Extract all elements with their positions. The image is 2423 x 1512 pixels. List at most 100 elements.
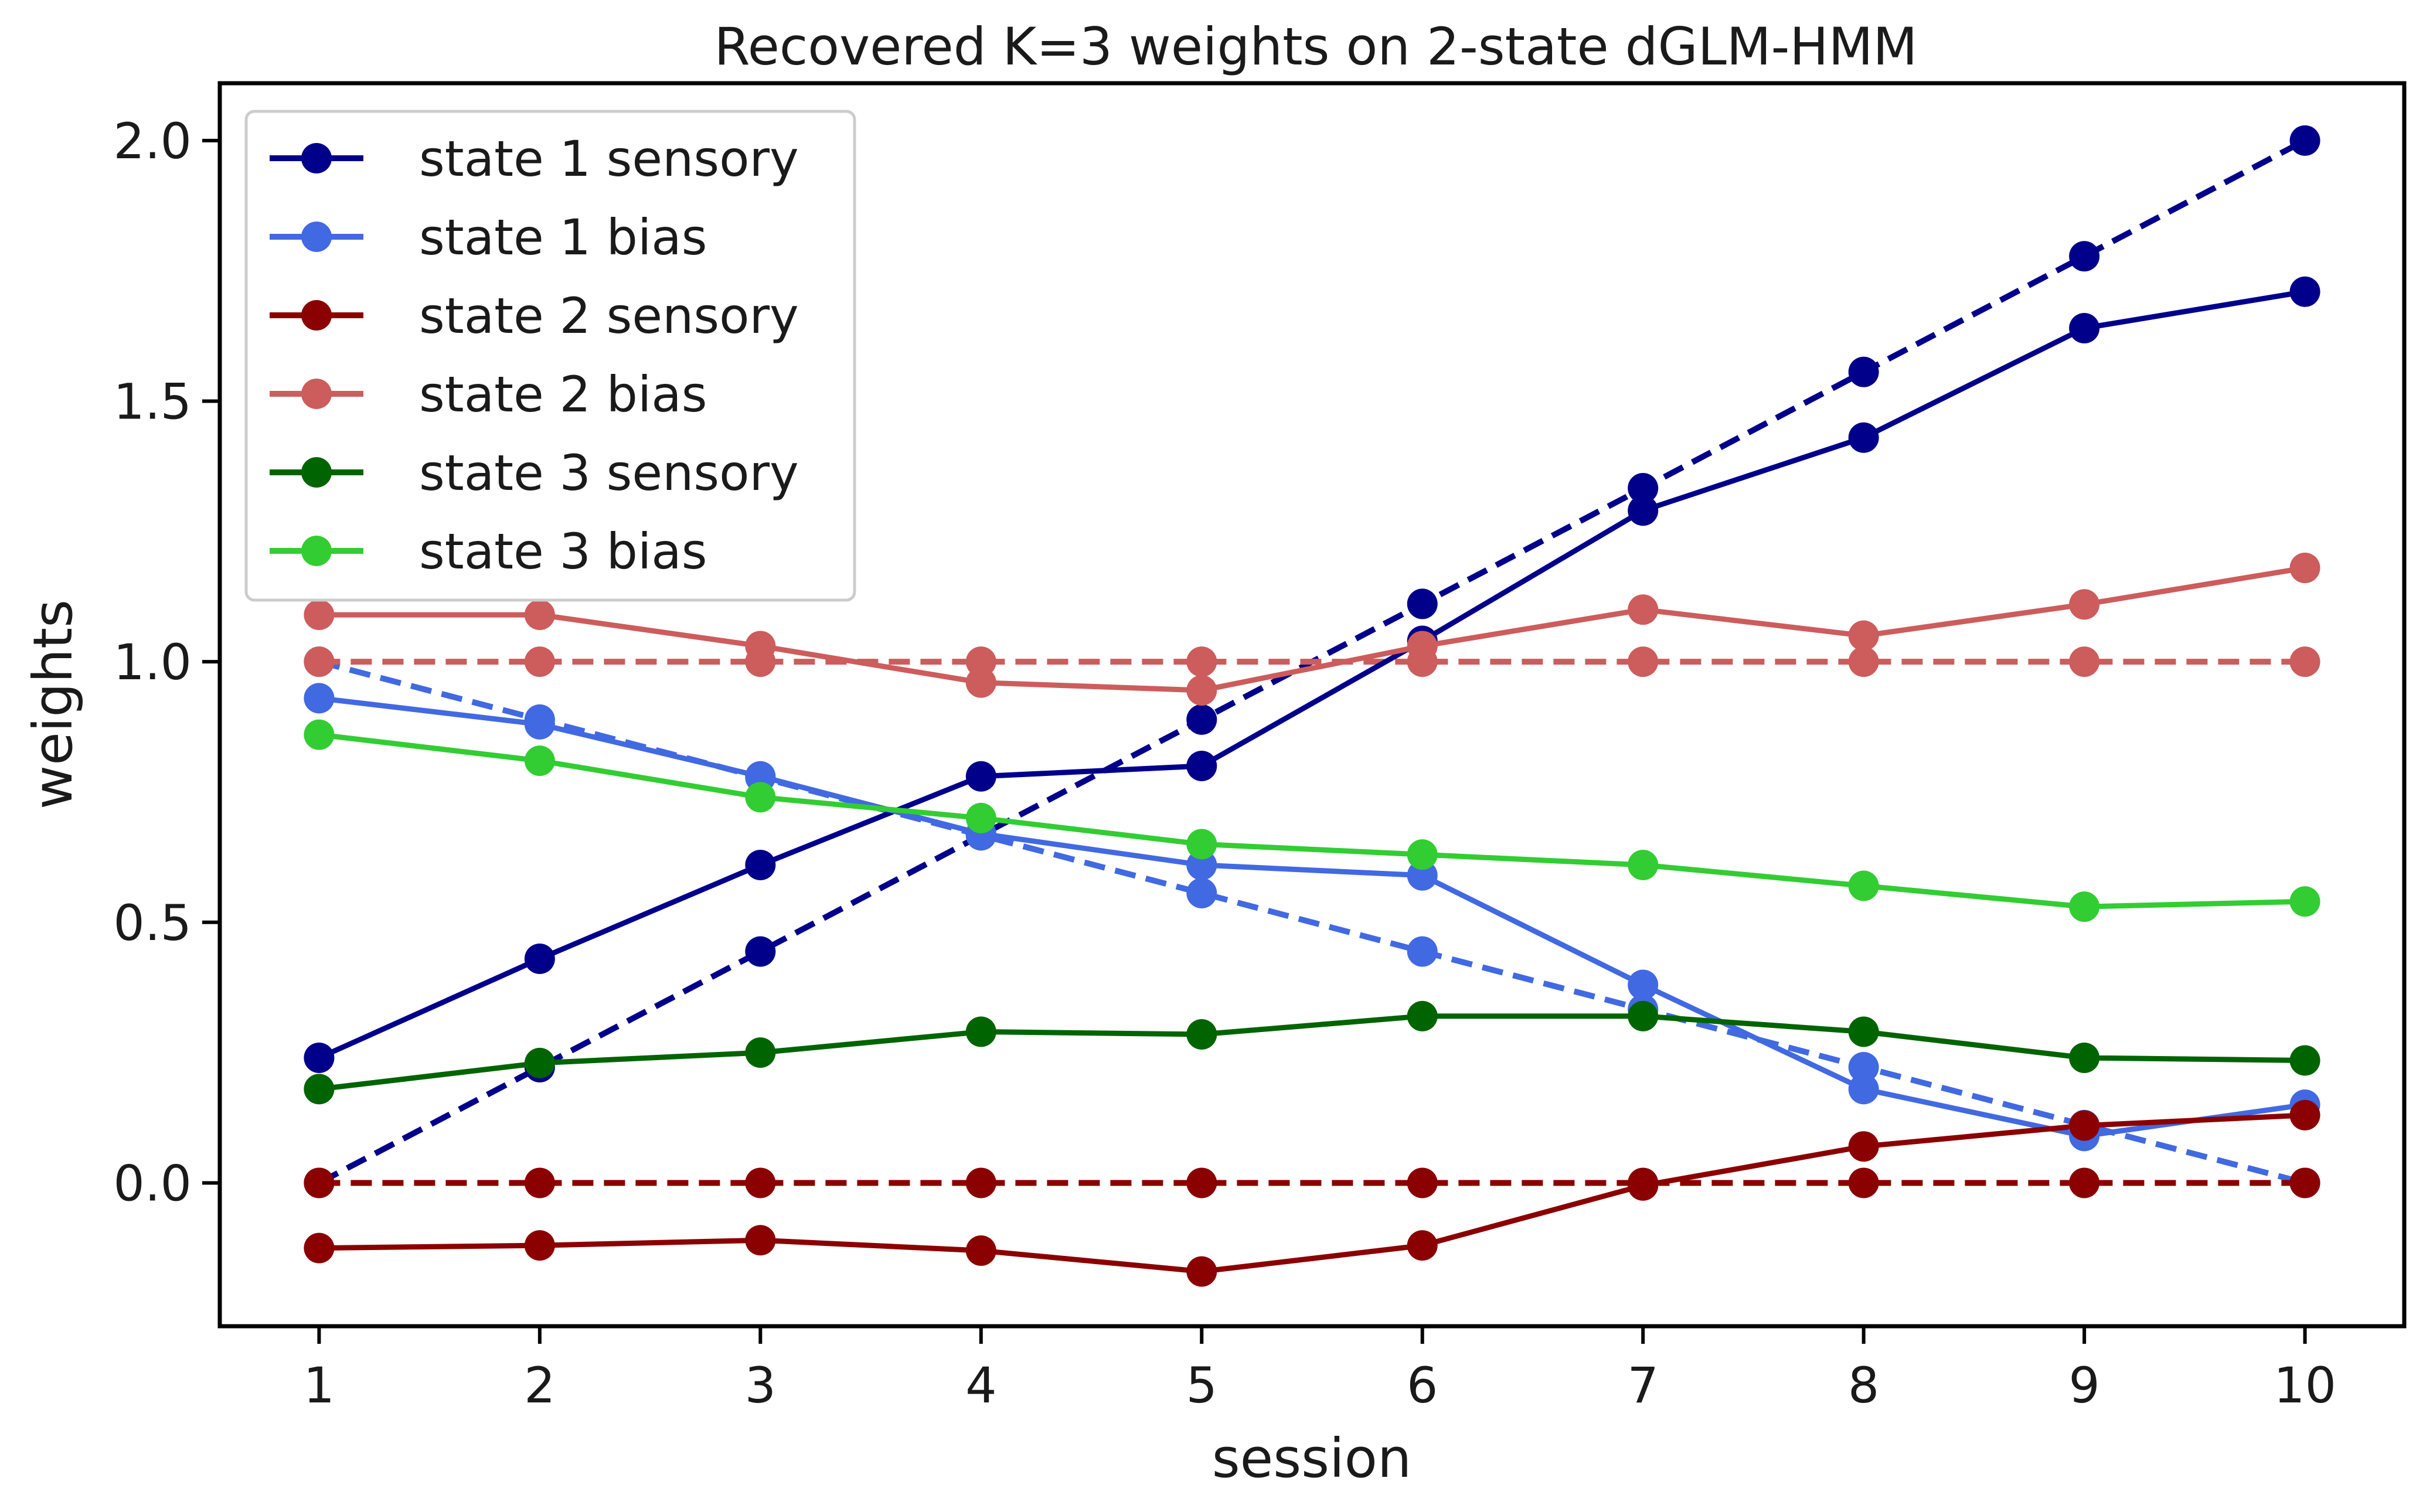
legend-item: state 2 sensory [270, 287, 799, 345]
data-point [1628, 646, 1659, 677]
data-point [1628, 969, 1659, 1000]
data-point [745, 1037, 776, 1068]
data-point [304, 600, 335, 631]
legend-item: state 3 sensory [270, 444, 799, 502]
series-line [319, 565, 2306, 693]
legend: state 1 sensory state 1 bias state 2 senso… [244, 110, 856, 602]
x-tick-label: 8 [1848, 1357, 1879, 1414]
data-point [524, 646, 555, 677]
series-state-2-sensory [304, 1099, 2320, 1287]
x-tick-label: 3 [745, 1357, 776, 1414]
data-point [1628, 594, 1659, 625]
data-point [1186, 877, 1217, 908]
data-point [1407, 936, 1438, 967]
data-point [745, 849, 776, 880]
data-point [745, 761, 776, 792]
legend-marker [301, 379, 332, 409]
data-point [965, 646, 996, 677]
data-point [965, 761, 996, 792]
data-point [1186, 646, 1217, 677]
series-state-1-sensory [304, 276, 2320, 1074]
data-point [304, 646, 335, 677]
series-state-3-bias [304, 719, 2320, 922]
data-point [2069, 1167, 2100, 1198]
data-point [2069, 891, 2100, 922]
data-point [1407, 860, 1438, 891]
data-point [1407, 1230, 1438, 1261]
x-tick-label: 5 [1186, 1357, 1217, 1414]
data-point [1186, 750, 1217, 781]
data-point [2289, 553, 2320, 584]
series-line [318, 1013, 2305, 1092]
data-point [2069, 646, 2100, 677]
data-point [1186, 829, 1217, 860]
data-point [2069, 1110, 2100, 1141]
legend-marker [301, 536, 332, 566]
data-point [965, 1235, 996, 1266]
data-point [1848, 1052, 1879, 1083]
legend-marker [301, 222, 332, 252]
x-tick-label: 2 [524, 1357, 555, 1414]
data-point [524, 944, 555, 975]
data-point [1628, 495, 1659, 526]
legend-item: state 1 bias [270, 209, 707, 266]
data-point [2289, 1167, 2320, 1198]
legend-label: state 1 bias [419, 209, 707, 266]
data-point [1848, 1016, 1879, 1047]
x-tick-label: 1 [304, 1357, 335, 1414]
series-line [318, 695, 2306, 1139]
plot-area [304, 125, 2320, 1287]
data-point [1628, 1000, 1659, 1031]
legend-marker [301, 457, 332, 488]
legend-marker [301, 143, 332, 173]
data-point [304, 1232, 335, 1264]
data-point [1848, 620, 1879, 651]
y-axis-label: weights [22, 600, 84, 809]
series-line [318, 659, 2306, 1186]
legend-label: state 3 sensory [419, 444, 799, 502]
series-state-1-bias [304, 683, 2320, 1152]
data-point [524, 745, 555, 777]
legend-item: state 2 bias [270, 366, 707, 423]
data-point [1407, 588, 1438, 619]
data-point [965, 1016, 996, 1047]
data-point [965, 667, 996, 698]
data-point [1407, 631, 1438, 662]
data-point [1628, 472, 1659, 503]
y-tick-label: 1.0 [113, 634, 192, 691]
y-tick-label: 0.5 [113, 894, 192, 952]
data-point [745, 1167, 776, 1198]
data-point [2289, 646, 2320, 677]
data-point [524, 600, 555, 631]
series-true-7 [304, 646, 2320, 1198]
x-tick-label: 6 [1407, 1357, 1438, 1414]
series-line [319, 1112, 2305, 1275]
data-point [304, 719, 335, 750]
data-point [1848, 1167, 1879, 1198]
data-point [524, 1047, 555, 1078]
series-state-3-sensory [304, 1000, 2320, 1105]
data-point [1848, 870, 1879, 901]
data-point [2289, 276, 2320, 307]
data-point [965, 1167, 996, 1198]
x-tick-label: 7 [1627, 1357, 1658, 1414]
axes-frame [217, 81, 2407, 1329]
data-point [2069, 589, 2100, 620]
x-tick-label: 10 [2274, 1357, 2336, 1414]
data-point [745, 631, 776, 662]
legend-item: state 1 sensory [270, 130, 799, 188]
data-point [304, 1167, 335, 1198]
data-point [1186, 1256, 1217, 1287]
series-state-2-bias [304, 553, 2320, 706]
data-point [1407, 1167, 1438, 1198]
legend-item: state 3 bias [270, 523, 707, 580]
data-point [1848, 356, 1879, 387]
legend-label: state 3 bias [419, 523, 707, 580]
data-point [524, 1230, 555, 1261]
legend-box [244, 110, 856, 602]
series-true-8 [304, 1167, 2320, 1198]
x-tick-label: 4 [965, 1357, 996, 1414]
data-point [1407, 839, 1438, 870]
data-point [304, 683, 335, 714]
